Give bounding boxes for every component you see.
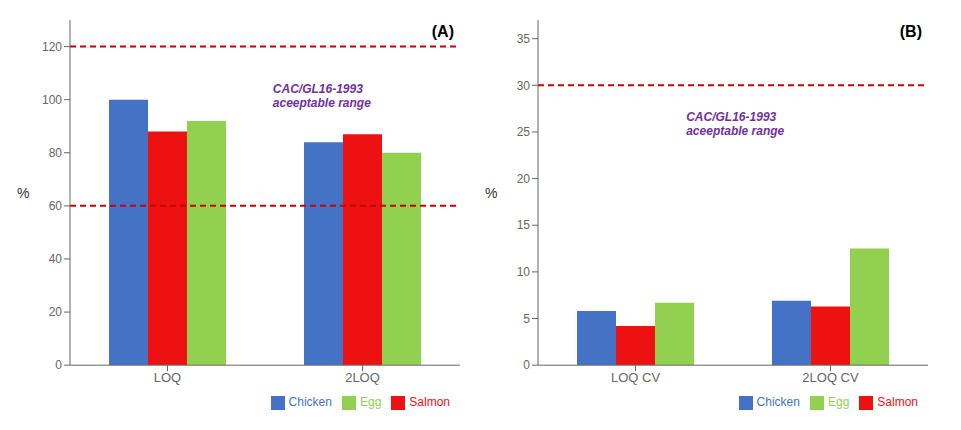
html-text:Egg: Egg [828, 395, 850, 410]
svg-text:30: 30 [517, 79, 531, 93]
svg-text:40: 40 [49, 252, 63, 266]
svg-text:0: 0 [523, 358, 530, 372]
svg-text:20: 20 [49, 305, 63, 319]
svg-text:2LOQ CV: 2LOQ CV [802, 370, 859, 385]
svg-text:2LOQ: 2LOQ [345, 370, 380, 385]
svg-text:100: 100 [42, 93, 62, 107]
svg-text:0: 0 [55, 358, 62, 372]
svg-text:60: 60 [49, 199, 63, 213]
html-text:Chicken: Chicken [288, 395, 332, 410]
html-text:Egg: Egg [360, 395, 382, 410]
svg-text:20: 20 [517, 172, 531, 186]
html-text:Salmon: Salmon [409, 395, 450, 410]
svg-text:(B): (B) [900, 23, 922, 40]
svg-text:LOQ: LOQ [154, 370, 181, 385]
svg-text:120: 120 [42, 40, 62, 54]
svg-text:5: 5 [523, 312, 530, 326]
html-text:Salmon: Salmon [877, 395, 918, 410]
svg-text:%: % [485, 185, 497, 201]
svg-text:15: 15 [517, 218, 531, 232]
svg-text:CAC/GL16-1993aceeptable range: CAC/GL16-1993aceeptable range [686, 110, 784, 138]
svg-text:80: 80 [49, 146, 63, 160]
svg-text:%: % [17, 185, 29, 201]
svg-text:CAC/GL16-1993aceeptable range: CAC/GL16-1993aceeptable range [273, 82, 371, 110]
html-text:Chicken: Chicken [756, 395, 800, 410]
svg-text:10: 10 [517, 265, 531, 279]
svg-text:(A): (A) [432, 23, 454, 40]
svg-text:25: 25 [517, 125, 531, 139]
svg-text:LOQ CV: LOQ CV [611, 370, 660, 385]
svg-text:35: 35 [517, 32, 531, 46]
